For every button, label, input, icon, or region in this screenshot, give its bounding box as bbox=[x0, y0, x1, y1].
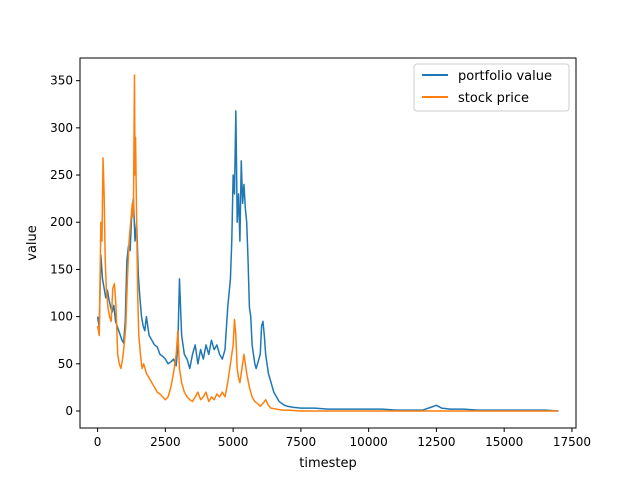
y-axis-label: value bbox=[25, 225, 40, 261]
x-tick-label: 12500 bbox=[417, 435, 455, 449]
legend-label-portfolio-value: portfolio value bbox=[458, 69, 552, 84]
y-tick-label: 150 bbox=[50, 262, 73, 276]
y-tick-label: 300 bbox=[50, 121, 73, 135]
y-tick-label: 100 bbox=[50, 310, 73, 324]
series-layer bbox=[96, 74, 559, 412]
x-tick-label: 2500 bbox=[150, 435, 181, 449]
legend-label-stock-price: stock price bbox=[458, 91, 529, 106]
x-tick-label: 0 bbox=[94, 435, 102, 449]
x-axis-label: timestep bbox=[299, 456, 357, 471]
x-tick-label: 5000 bbox=[218, 435, 249, 449]
axes-frame bbox=[79, 57, 577, 429]
y-ticks: 0 50 100 150 200 250 300 350 bbox=[50, 74, 80, 418]
x-tick-label: 7500 bbox=[286, 435, 317, 449]
series-line-portfolio-value bbox=[96, 110, 559, 412]
y-tick-label: 250 bbox=[50, 168, 73, 182]
legend-box bbox=[413, 63, 570, 112]
x-tick-label: 10000 bbox=[350, 435, 388, 449]
y-tick-label: 350 bbox=[50, 74, 73, 88]
legend: portfolio value stock price bbox=[413, 63, 570, 112]
y-tick-label: 0 bbox=[65, 404, 73, 418]
y-tick-label: 50 bbox=[58, 357, 73, 371]
series-line-stock-price bbox=[96, 74, 559, 412]
x-tick-label: 17500 bbox=[553, 435, 591, 449]
y-tick-label: 200 bbox=[50, 215, 73, 229]
x-ticks: 0 2500 5000 7500 10000 12500 15000 17500 bbox=[94, 428, 591, 449]
x-tick-label: 15000 bbox=[485, 435, 523, 449]
